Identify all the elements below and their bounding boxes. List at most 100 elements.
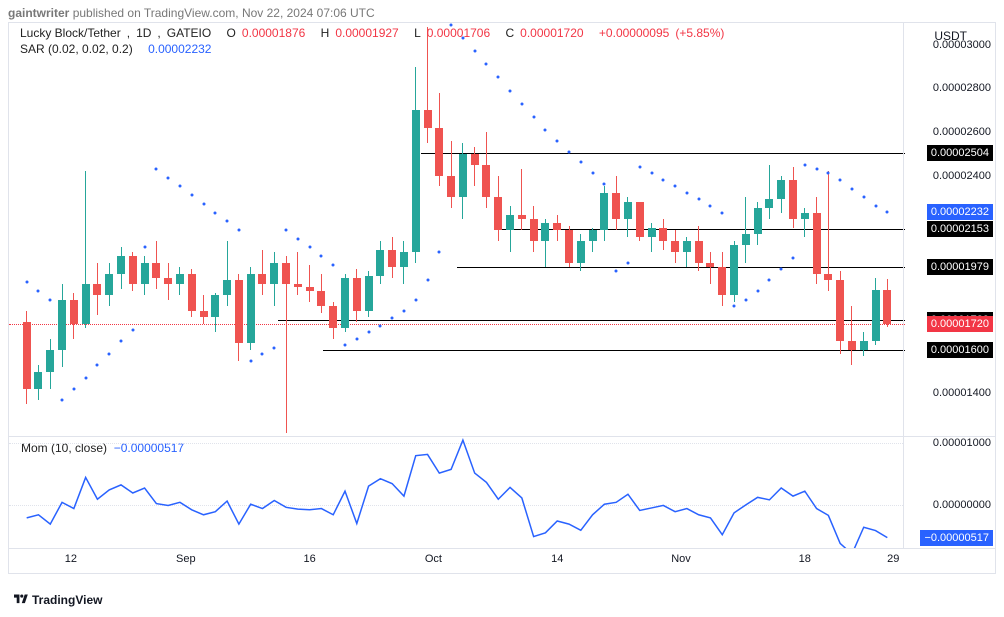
sar-dot: [520, 102, 523, 105]
candle-body: [376, 250, 384, 276]
price-tag: 0.00001979: [927, 259, 993, 275]
sar-dot: [249, 359, 252, 362]
candle-body: [188, 274, 196, 311]
candle-wick: [521, 169, 522, 230]
candle-body: [270, 263, 278, 285]
time-tick: 18: [799, 553, 811, 565]
horizontal-level-line[interactable]: [323, 350, 905, 351]
mom-tick: 0.00000000: [933, 499, 991, 511]
candle-wick: [710, 252, 711, 285]
candle-body: [648, 228, 656, 237]
momentum-line: [9, 437, 905, 549]
candle-body: [447, 176, 455, 198]
candle-body: [659, 228, 667, 241]
candle-body: [211, 295, 219, 317]
candle-body: [294, 284, 302, 286]
candle-body: [400, 252, 408, 267]
sar-dot: [780, 268, 783, 271]
candle-body: [589, 230, 597, 241]
sar-dot: [167, 176, 170, 179]
time-tick: Oct: [425, 553, 442, 565]
sar-dot: [591, 172, 594, 175]
candle-wick: [745, 197, 746, 262]
candle-body: [200, 311, 208, 318]
candle-wick: [851, 306, 852, 365]
sar-dot: [61, 398, 64, 401]
candle-body: [93, 284, 101, 295]
tradingview-logo-icon: [14, 593, 28, 607]
candle-body: [530, 219, 538, 241]
candle-body: [718, 267, 726, 295]
sar-dot: [367, 331, 370, 334]
candle-body: [742, 234, 750, 245]
candle-body: [824, 274, 832, 281]
sar-dot: [497, 76, 500, 79]
horizontal-level-line[interactable]: [278, 320, 905, 321]
sar-dot: [426, 279, 429, 282]
sar-dot: [603, 183, 606, 186]
time-tick: 14: [551, 553, 563, 565]
sar-dot: [49, 298, 52, 301]
time-axis[interactable]: 12Sep16Oct14Nov1829: [8, 548, 996, 574]
momentum-panel[interactable]: Mom (10, close) −0.00000517 0.000010000.…: [8, 436, 996, 548]
tradingview-watermark: TradingView: [14, 593, 102, 607]
time-tick: Nov: [671, 553, 691, 565]
sar-dot: [839, 178, 842, 181]
candle-body: [23, 322, 31, 390]
sar-dot: [273, 346, 276, 349]
candle-body: [388, 250, 396, 267]
sar-dot: [414, 298, 417, 301]
candle-body: [282, 263, 290, 285]
candle-body: [565, 230, 573, 263]
sar-dot: [697, 198, 700, 201]
sar-dot: [874, 205, 877, 208]
candle-body: [341, 278, 349, 328]
candle-wick: [451, 141, 452, 209]
candle-body: [164, 278, 172, 285]
sar-dot: [615, 270, 618, 273]
price-tick: 0.00002800: [933, 82, 991, 94]
horizontal-level-line[interactable]: [502, 229, 905, 230]
sar-dot: [473, 50, 476, 53]
price-axis[interactable]: USDT 0.000030000.000028000.000026000.000…: [903, 23, 995, 436]
time-tick: Sep: [176, 553, 196, 565]
candle-body: [152, 263, 160, 278]
candle-body: [424, 110, 432, 127]
sar-dot: [344, 344, 347, 347]
candle-body: [365, 276, 373, 311]
candle-body: [754, 208, 762, 234]
candle-body: [223, 280, 231, 295]
candle-wick: [309, 265, 310, 302]
sar-dot: [37, 290, 40, 293]
sar-legend: SAR (0.02, 0.02, 0.2) 0.00002232: [20, 42, 211, 56]
sar-dot: [261, 353, 264, 356]
sar-dot: [355, 337, 358, 340]
mom-axis[interactable]: 0.000010000.00000000−0.00000517: [903, 437, 995, 548]
candle-body: [541, 223, 549, 240]
main-chart-panel[interactable]: USDT 0.000030000.000028000.000026000.000…: [8, 22, 996, 436]
candle-body: [553, 223, 561, 230]
sar-dot: [650, 172, 653, 175]
sar-dot: [379, 324, 382, 327]
publish-timestamp: Nov 22, 2024 07:06 UTC: [242, 6, 375, 20]
sar-dot: [685, 191, 688, 194]
candle-body: [506, 215, 514, 230]
price-tag: 0.00002504: [927, 145, 993, 161]
time-tick: 12: [65, 553, 77, 565]
candle-body: [141, 263, 149, 285]
horizontal-level-line[interactable]: [421, 153, 905, 154]
candle-body: [624, 202, 632, 219]
candle-body: [258, 274, 266, 285]
candle-body: [683, 241, 691, 252]
sar-dot: [544, 128, 547, 131]
sar-dot: [96, 364, 99, 367]
sar-dot: [214, 211, 217, 214]
sar-dot: [556, 139, 559, 142]
horizontal-level-line[interactable]: [457, 267, 905, 268]
candle-body: [306, 287, 314, 291]
candle-body: [235, 280, 243, 343]
publish-info: gaintwriter published on TradingView.com…: [8, 6, 375, 20]
candle-body: [777, 180, 785, 200]
sar-dot: [485, 63, 488, 66]
sar-dot: [296, 237, 299, 240]
